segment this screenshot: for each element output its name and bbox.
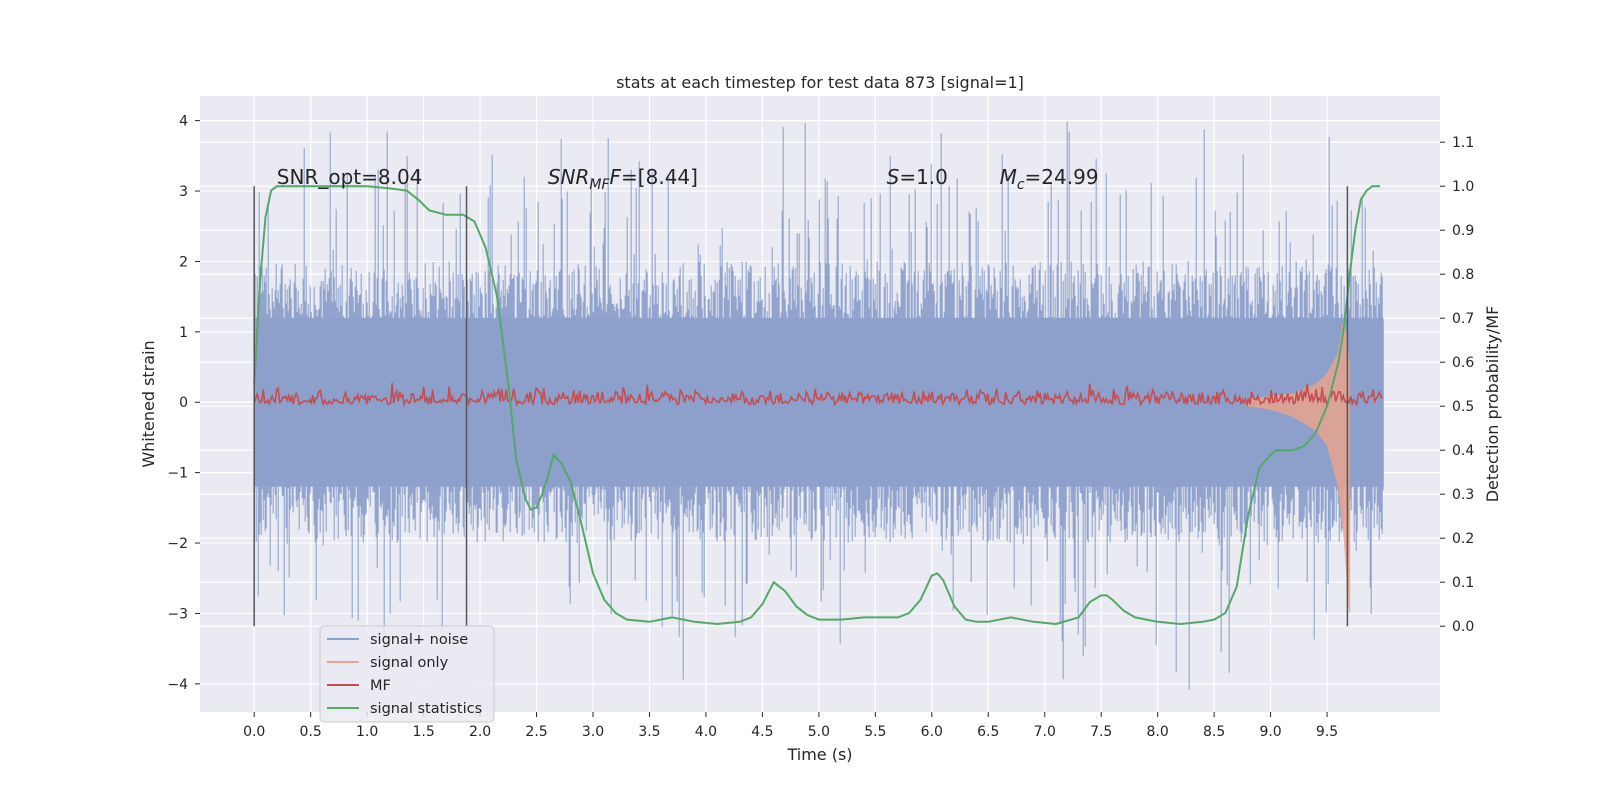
y-axis-label: Whitened strain xyxy=(139,340,158,467)
legend-label-mf: MF xyxy=(370,678,391,694)
signal-statistics-series xyxy=(253,185,1381,625)
y2-tick-label: 0.9 xyxy=(1452,223,1474,239)
x-tick-label: 1.5 xyxy=(412,724,434,740)
x-tick-label: 1.0 xyxy=(356,724,378,740)
x-tick-label: 4.0 xyxy=(695,724,717,740)
legend-box xyxy=(319,625,495,723)
x-axis-label: Time (s) xyxy=(786,745,852,764)
y-tick-label: 0 xyxy=(179,395,188,411)
x-tick-label: 0.5 xyxy=(300,724,322,740)
x-tick-label: 9.0 xyxy=(1259,724,1281,740)
x-tick-label: 3.5 xyxy=(638,724,660,740)
annotation-text: SNR_opt=8.04 xyxy=(277,165,423,189)
y2-tick-label: 1.1 xyxy=(1452,135,1474,151)
x-tick-label: 4.5 xyxy=(751,724,773,740)
x-tick-label: 8.5 xyxy=(1203,724,1225,740)
y-tick-label: 3 xyxy=(179,184,188,200)
x-tick-label: 3.0 xyxy=(582,724,604,740)
x-tick-label: 2.5 xyxy=(525,724,547,740)
x-tick-label: 6.5 xyxy=(977,724,999,740)
y2-tick-label: 0.2 xyxy=(1452,531,1474,547)
y-tick-label: 2 xyxy=(179,254,188,270)
y2-axis-label: Detection probability/MF xyxy=(1483,306,1502,503)
y2-tick-label: 0.5 xyxy=(1452,399,1474,415)
y2-tick-label: 0.8 xyxy=(1452,267,1474,283)
x-tick-label: 8.0 xyxy=(1147,724,1169,740)
y-tick-label: 1 xyxy=(179,325,188,341)
legend-label-stats: signal statistics xyxy=(370,701,482,717)
mf-trace xyxy=(253,382,1383,408)
x-tick-label: 5.5 xyxy=(864,724,886,740)
y-tick-label: −1 xyxy=(167,466,188,482)
noise-core-band xyxy=(254,317,1384,487)
x-tick-label: 9.5 xyxy=(1316,724,1338,740)
x-tick-label: 6.0 xyxy=(921,724,943,740)
y-tick-label: 4 xyxy=(179,114,188,130)
y2-tick-label: 0.7 xyxy=(1452,311,1474,327)
legend-label-noise: signal+ noise xyxy=(370,632,468,648)
legend: signal+ noise signal only MF signal stat… xyxy=(319,625,495,723)
x-tick-label: 7.0 xyxy=(1034,724,1056,740)
x-tick-label: 0.0 xyxy=(243,724,265,740)
signal-statistics-line xyxy=(253,185,1381,625)
y2-tick-label: 1.0 xyxy=(1452,179,1474,195)
annotation-text: Mc=24.99 xyxy=(1000,165,1099,193)
y-tick-label: −2 xyxy=(167,536,188,552)
y2-tick-label: 0.3 xyxy=(1452,487,1474,503)
mf-series xyxy=(253,382,1383,408)
annotation-text: S=1.0 xyxy=(887,165,948,189)
chart-title: stats at each timestep for test data 873… xyxy=(616,73,1024,92)
y-tick-label: −3 xyxy=(167,606,188,622)
annotations: SNR_opt=8.04 SNRMFF=[8.44] S=1.0 Mc=24.99 xyxy=(277,165,1099,193)
annotation-text: SNRMFF=[8.44] xyxy=(548,165,698,193)
y2-tick-label: 0.1 xyxy=(1452,575,1474,591)
legend-label-signal: signal only xyxy=(370,655,449,671)
y-tick-label: −4 xyxy=(167,677,188,693)
y2-tick-label: 0.6 xyxy=(1452,355,1474,371)
x-tick-label: 2.0 xyxy=(469,724,491,740)
x-tick-label: 5.0 xyxy=(808,724,830,740)
y2-tick-label: 0.4 xyxy=(1452,443,1474,459)
ticks: 0.0 0.5 1.0 1.5 2.0 2.5 3.0 3.5 4.0 4.5 5.0 5.5 6.0 6… xyxy=(167,114,1474,740)
vertical-markers xyxy=(253,186,1349,627)
y2-tick-label: 0.0 xyxy=(1452,619,1474,635)
x-tick-label: 7.5 xyxy=(1090,724,1112,740)
